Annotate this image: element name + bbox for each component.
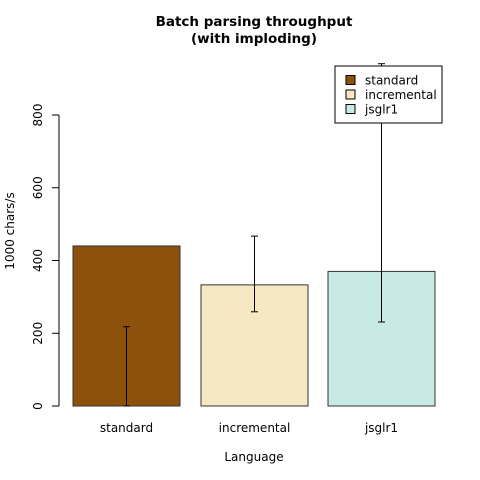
y-tick-label-200: 200 xyxy=(31,322,45,345)
legend-label-incremental: incremental xyxy=(365,88,437,102)
y-tick-label-0: 0 xyxy=(31,402,45,410)
x-axis-tick-labels: standard incremental jsglr1 xyxy=(100,421,398,435)
y-tick-label-400: 400 xyxy=(31,249,45,272)
y-tick-label-800: 800 xyxy=(31,104,45,127)
legend-label-standard: standard xyxy=(365,74,418,88)
legend-swatch-incremental xyxy=(345,89,356,100)
y-axis-label: 1000 chars/s xyxy=(3,192,17,269)
legend-swatch-standard xyxy=(345,75,356,85)
x-tick-label-incremental: incremental xyxy=(219,421,291,435)
y-tick-label-600: 600 xyxy=(31,176,45,199)
y-axis-ticks: 0 200 400 600 800 xyxy=(31,104,59,410)
legend-swatch-jsglr1 xyxy=(345,104,356,114)
chart-title-line-2: (with imploding) xyxy=(191,31,317,47)
x-axis-label: Language xyxy=(224,450,283,464)
x-tick-label-jsglr1: jsglr1 xyxy=(364,421,398,435)
legend-label-jsglr1: jsglr1 xyxy=(364,103,398,117)
x-tick-label-standard: standard xyxy=(100,421,153,435)
chart-title-line-1: Batch parsing throughput xyxy=(156,14,353,30)
